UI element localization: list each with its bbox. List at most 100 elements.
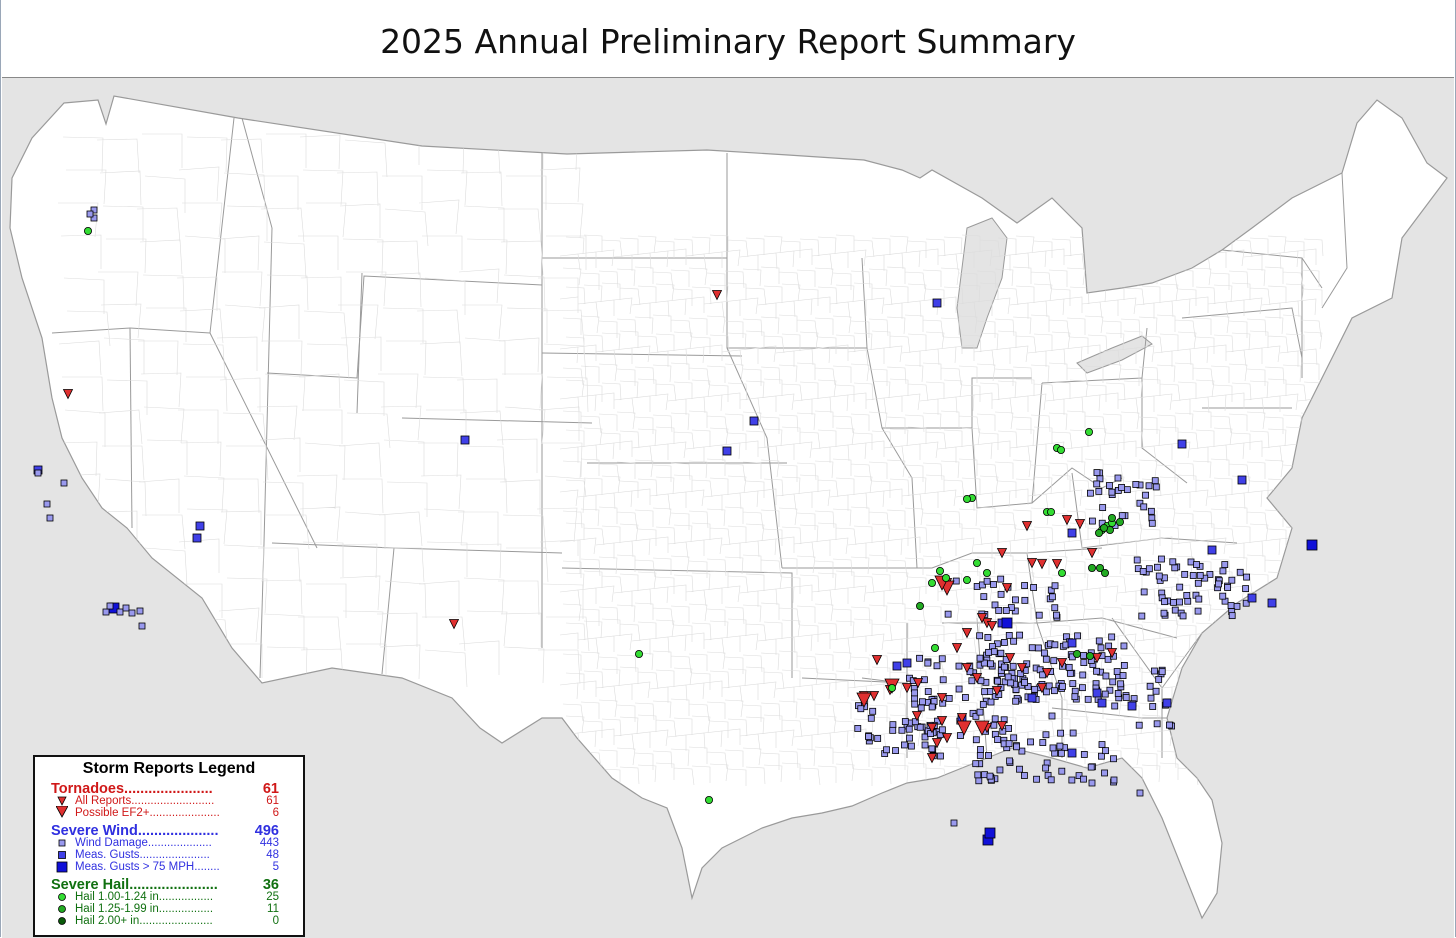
wind-damage-marker[interactable] xyxy=(857,705,865,713)
wind-damage-marker[interactable] xyxy=(1171,606,1179,614)
wind-damage-marker[interactable] xyxy=(1145,482,1153,490)
wind-damage-marker[interactable] xyxy=(1193,561,1200,568)
wind-damage-marker[interactable] xyxy=(917,704,925,712)
tornado-marker[interactable] xyxy=(961,628,973,639)
wind-damage-marker[interactable] xyxy=(1034,644,1042,652)
tornado-ef2-marker[interactable] xyxy=(856,692,872,708)
wind-damage-marker[interactable] xyxy=(976,752,984,759)
wind-damage-marker[interactable] xyxy=(983,577,991,585)
wind-damage-marker[interactable] xyxy=(1009,662,1017,670)
hail-medium-marker[interactable] xyxy=(1088,563,1097,572)
wind-damage-marker[interactable] xyxy=(1069,680,1077,687)
wind-damage-marker[interactable] xyxy=(1031,685,1039,693)
wind-damage-marker[interactable] xyxy=(994,677,1002,685)
tornado-marker[interactable] xyxy=(936,693,948,704)
measured-gust-marker[interactable] xyxy=(749,416,759,426)
wind-damage-marker[interactable] xyxy=(138,622,146,630)
wind-damage-marker[interactable] xyxy=(1042,764,1050,772)
wind-damage-marker[interactable] xyxy=(933,662,941,670)
tornado-marker[interactable] xyxy=(1041,668,1053,679)
measured-gust-marker[interactable] xyxy=(722,446,732,456)
measured-gust-75mph-marker[interactable] xyxy=(1306,539,1318,551)
tornado-marker[interactable] xyxy=(1026,558,1038,569)
tornado-marker[interactable] xyxy=(711,290,723,301)
measured-gust-marker[interactable] xyxy=(932,298,942,308)
wind-damage-marker[interactable] xyxy=(991,715,999,723)
wind-damage-marker[interactable] xyxy=(919,698,926,706)
wind-damage-marker[interactable] xyxy=(90,206,98,214)
wind-damage-marker[interactable] xyxy=(1093,480,1101,488)
wind-damage-marker[interactable] xyxy=(1149,703,1157,710)
wind-damage-marker[interactable] xyxy=(938,726,946,734)
tornado-marker[interactable] xyxy=(871,655,883,666)
wind-damage-marker[interactable] xyxy=(997,590,1005,598)
wind-damage-marker[interactable] xyxy=(1018,747,1026,755)
wind-damage-marker[interactable] xyxy=(1113,668,1121,675)
wind-damage-marker[interactable] xyxy=(986,772,994,780)
wind-damage-marker[interactable] xyxy=(1148,519,1156,527)
wind-damage-marker[interactable] xyxy=(1007,679,1015,687)
wind-damage-marker[interactable] xyxy=(1079,671,1087,679)
wind-damage-marker[interactable] xyxy=(1158,555,1165,563)
wind-damage-marker[interactable] xyxy=(1051,641,1059,649)
tornado-marker[interactable] xyxy=(1061,515,1073,526)
wind-damage-marker[interactable] xyxy=(1155,675,1163,683)
tornado-marker[interactable] xyxy=(936,716,948,727)
wind-damage-marker[interactable] xyxy=(916,654,923,662)
wind-damage-marker[interactable] xyxy=(1140,588,1148,596)
wind-damage-marker[interactable] xyxy=(987,698,995,706)
wind-damage-marker[interactable] xyxy=(927,730,935,738)
wind-damage-marker[interactable] xyxy=(90,214,98,222)
wind-damage-marker[interactable] xyxy=(997,649,1005,657)
measured-gust-75mph-marker[interactable] xyxy=(984,827,996,839)
wind-damage-marker[interactable] xyxy=(1187,558,1195,566)
wind-damage-marker[interactable] xyxy=(1196,571,1204,579)
wind-damage-marker[interactable] xyxy=(1053,611,1060,619)
hail-small-marker[interactable] xyxy=(942,573,951,582)
wind-damage-marker[interactable] xyxy=(937,752,944,760)
wind-damage-marker[interactable] xyxy=(1021,596,1029,604)
wind-damage-marker[interactable] xyxy=(106,602,114,610)
wind-damage-marker[interactable] xyxy=(1059,683,1066,690)
wind-damage-marker[interactable] xyxy=(1050,657,1058,665)
measured-gust-marker[interactable] xyxy=(1127,701,1137,711)
tornado-marker[interactable] xyxy=(956,713,968,724)
wind-damage-marker[interactable] xyxy=(1030,584,1037,591)
wind-damage-marker[interactable] xyxy=(979,701,987,708)
wind-damage-marker[interactable] xyxy=(1236,568,1244,576)
measured-gust-marker[interactable] xyxy=(1237,475,1247,485)
tornado-marker[interactable] xyxy=(868,691,880,702)
wind-damage-marker[interactable] xyxy=(1158,668,1166,676)
wind-damage-marker[interactable] xyxy=(1033,775,1040,783)
hail-small-marker[interactable] xyxy=(963,575,972,584)
wind-damage-marker[interactable] xyxy=(128,609,136,617)
wind-damage-marker[interactable] xyxy=(1166,721,1173,729)
hail-medium-marker[interactable] xyxy=(1086,652,1095,661)
hail-small-marker[interactable] xyxy=(84,226,93,235)
wind-damage-marker[interactable] xyxy=(1021,582,1028,589)
wind-damage-marker[interactable] xyxy=(1080,751,1088,758)
wind-damage-marker[interactable] xyxy=(1106,686,1114,694)
wind-damage-marker[interactable] xyxy=(1160,609,1168,617)
wind-damage-marker[interactable] xyxy=(1120,642,1128,650)
wind-damage-marker[interactable] xyxy=(906,734,913,742)
wind-damage-marker[interactable] xyxy=(916,723,924,731)
wind-damage-marker[interactable] xyxy=(1093,469,1101,476)
wind-damage-marker[interactable] xyxy=(995,607,1003,614)
wind-damage-marker[interactable] xyxy=(1016,765,1023,773)
wind-damage-marker[interactable] xyxy=(972,760,980,768)
wind-damage-marker[interactable] xyxy=(1000,663,1008,671)
wind-damage-marker[interactable] xyxy=(975,777,983,785)
wind-damage-marker[interactable] xyxy=(1147,694,1155,702)
wind-damage-marker[interactable] xyxy=(1021,679,1028,686)
wind-damage-marker[interactable] xyxy=(116,608,124,616)
wind-damage-marker[interactable] xyxy=(1228,576,1236,584)
wind-damage-marker[interactable] xyxy=(1088,779,1096,787)
wind-damage-marker[interactable] xyxy=(1028,644,1036,652)
wind-damage-marker[interactable] xyxy=(1071,693,1079,701)
wind-damage-marker[interactable] xyxy=(987,660,994,668)
wind-damage-marker[interactable] xyxy=(907,742,915,750)
tornado-marker[interactable] xyxy=(961,663,973,674)
wind-damage-marker[interactable] xyxy=(1087,489,1094,497)
wind-damage-marker[interactable] xyxy=(924,659,932,667)
